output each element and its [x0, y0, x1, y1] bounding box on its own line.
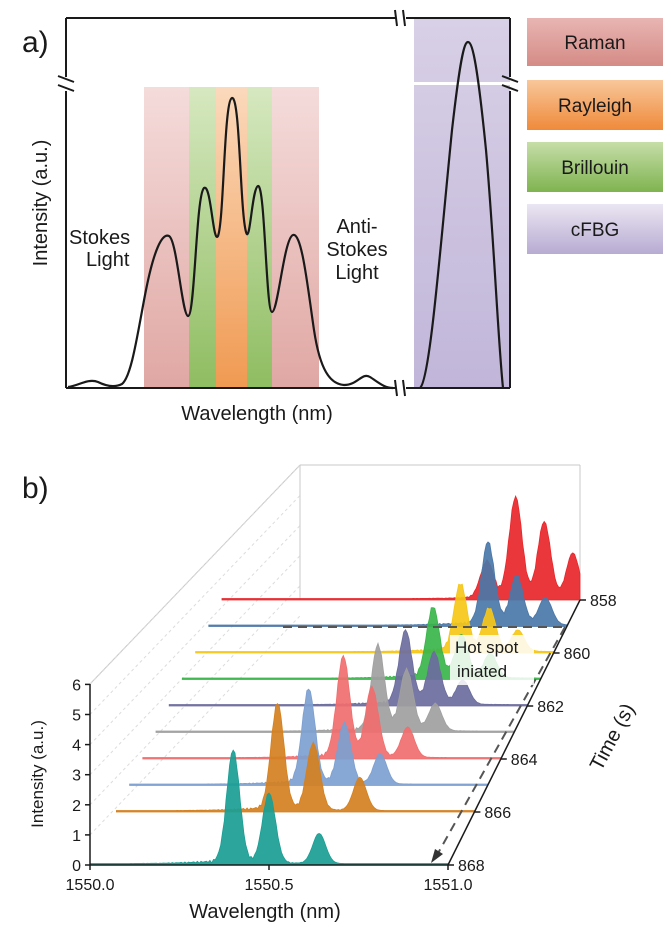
svg-text:Light: Light: [335, 262, 379, 284]
panel-b-time-ticks: 858 860 862 864 866 868: [448, 593, 617, 875]
panel-a-ylabel: Intensity (a.u.): [30, 140, 52, 267]
panel-b-xlabel: Wavelength (nm): [189, 901, 341, 923]
svg-text:Light: Light: [86, 249, 130, 271]
grid-line: [89, 585, 301, 806]
x-tick-label: 1550.0: [66, 877, 115, 894]
band-brillouin-stokes: [189, 87, 216, 388]
legend-raman-label: Raman: [564, 33, 625, 54]
spectrum-curve: [67, 96, 394, 390]
grid-line: [89, 495, 301, 715]
panel-a-frame: [65, 17, 511, 389]
x-tick-label: 1551.0: [424, 877, 473, 894]
axis-break-marks: [57, 9, 519, 397]
stokes-light-label: Stokes Light: [69, 227, 130, 271]
svg-text:Stokes: Stokes: [69, 227, 130, 249]
series-865: [129, 688, 488, 786]
time-tick-label: 868: [458, 858, 485, 875]
y-tick-label: 6: [72, 677, 81, 694]
legend-cfbg-box: [527, 204, 663, 254]
grid-line: [89, 465, 301, 685]
band-raman-antistokes: [272, 87, 319, 388]
cfbg-curve: [419, 40, 505, 389]
legend-rayleigh-box: [527, 80, 663, 130]
hot-spot-label: Hot spot iniated: [450, 635, 534, 685]
series-858: [221, 494, 581, 601]
grid-line: [89, 525, 301, 745]
legend-brillouin-box: [527, 142, 663, 192]
legend-cfbg-label: cFBG: [571, 220, 620, 241]
panel-a: a): [22, 9, 663, 425]
panel-a-label: a): [22, 26, 49, 59]
hot-spot-arrowhead: [431, 849, 443, 863]
y-tick-label: 4: [72, 738, 81, 755]
time-tick-label: 860: [564, 646, 591, 663]
grid-line: [89, 555, 301, 776]
svg-text:Anti-: Anti-: [336, 216, 377, 238]
time-tick-label: 858: [590, 593, 617, 610]
svg-text:Hot spot: Hot spot: [455, 638, 519, 657]
series-859: [208, 541, 568, 627]
legend-raman-box: [527, 18, 663, 66]
hot-spot-marker: [283, 626, 566, 856]
svg-text:iniated: iniated: [457, 662, 507, 681]
band-brillouin-antistokes: [247, 87, 272, 388]
cfbg-break-gap: [414, 82, 510, 85]
panel-b-zlabel: Time (s): [586, 700, 639, 774]
band-cfbg: [414, 18, 510, 388]
y-tick-label: 5: [72, 708, 81, 725]
panel-b-y-ticks: 0 1 2 3 4 5 6: [72, 677, 90, 875]
panel-b-label: b): [22, 472, 49, 505]
band-rayleigh: [216, 87, 247, 388]
y-tick-label: 1: [72, 828, 81, 845]
y-tick-label: 3: [72, 768, 81, 785]
series-864: [142, 654, 502, 760]
x-tick-label: 1550.5: [245, 877, 294, 894]
band-raman-stokes: [144, 87, 189, 388]
y-tick-label: 0: [72, 858, 81, 875]
panel-b-x-ticks: 1550.0 1550.5 1551.0: [66, 865, 473, 894]
y-tick-label: 2: [72, 798, 81, 815]
panel-a-legend: Raman Rayleigh Brillouin cFBG: [527, 18, 663, 254]
legend-brillouin-label: Brillouin: [561, 158, 629, 179]
legend-rayleigh-label: Rayleigh: [558, 96, 632, 117]
time-tick-label: 862: [537, 699, 564, 716]
time-tick-label: 864: [511, 752, 538, 769]
time-tick-label: 866: [484, 805, 511, 822]
panel-b-ylabel: Intensity (a.u.): [28, 720, 47, 828]
svg-text:Stokes: Stokes: [326, 239, 387, 261]
series-868: [89, 749, 449, 866]
series-866: [116, 702, 475, 813]
panel-a-xlabel: Wavelength (nm): [181, 403, 333, 425]
anti-stokes-light-label: Anti- Stokes Light: [326, 216, 387, 284]
